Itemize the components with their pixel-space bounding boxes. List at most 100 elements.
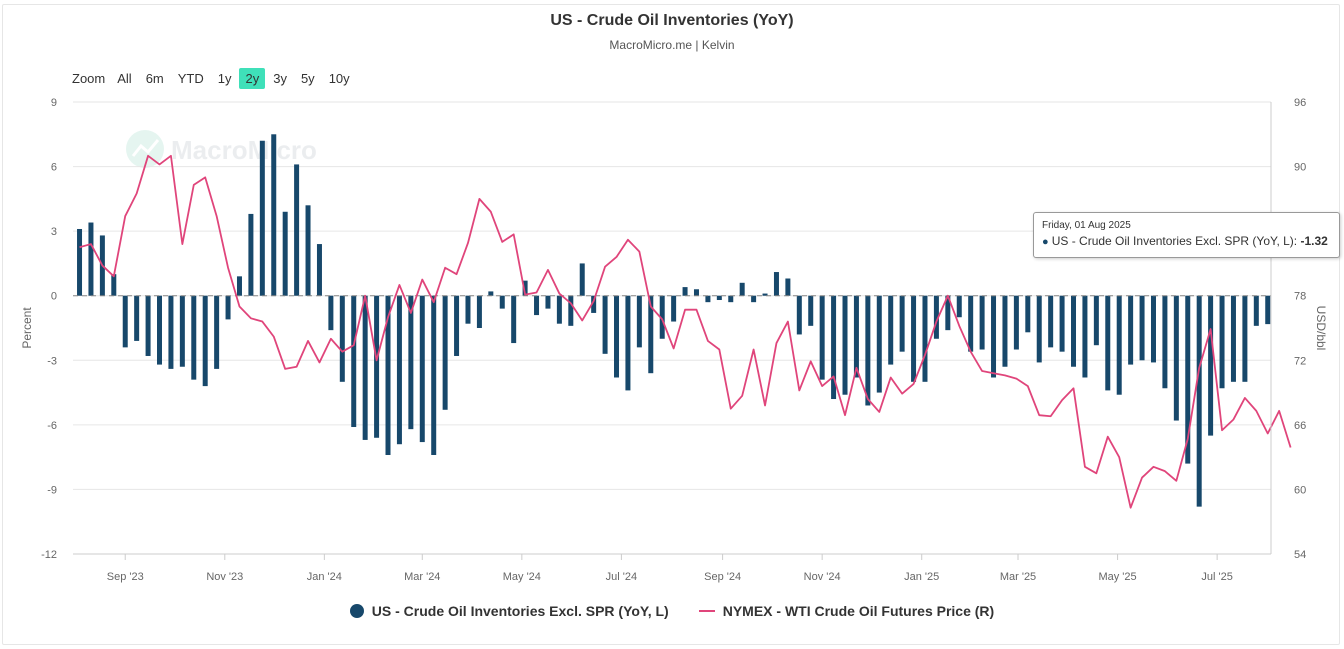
bar [785,278,791,296]
bar [979,295,985,350]
right-tick-label: 78 [1294,291,1306,303]
bar [157,295,162,365]
bar [831,295,837,400]
zoom-6m-button[interactable]: 6m [145,70,164,86]
bar [693,289,699,296]
x-tick-label: Jan '25 [904,571,939,583]
bar [671,295,677,322]
legend-line-label: NYMEX - WTI Crude Oil Futures Price (R) [722,603,995,619]
bar [442,295,448,410]
bar [1116,295,1122,395]
bar [454,295,460,356]
legend-bar-marker [349,604,364,618]
bar [1105,295,1111,391]
bar [328,295,334,331]
bar [122,295,128,348]
tooltip-row: ● US - Crude Oil Inventories Excl. SPR (… [1042,234,1331,248]
zoom-ytd-button[interactable]: YTD [177,70,204,86]
x-tick-label: Jan '24 [307,571,342,583]
zoom-5y-button[interactable]: 5y [300,70,315,86]
chart-title: US - Crude Oil Inventories (YoY) [550,12,794,29]
legend-item-wti[interactable]: NYMEX - WTI Crude Oil Futures Price (R) [698,603,995,619]
bar [179,295,185,367]
bar [876,295,882,393]
bar [1219,295,1225,389]
left-tick-label: -12 [41,549,57,561]
x-tick-label: Mar '24 [404,571,440,583]
tooltip-date: Friday, 01 Aug 2025 [1042,220,1131,231]
tooltip-value: -1.32 [1300,234,1328,248]
right-tick-label: 66 [1294,420,1306,432]
zoom-1y-button[interactable]: 1y [217,70,232,86]
bar [248,213,254,296]
bar [1173,295,1179,421]
bar [636,295,642,348]
chart-subtitle: MacroMicro.me | Kelvin [609,38,735,52]
bar [214,295,220,369]
bar [419,295,425,443]
bar [568,295,574,326]
bar [236,276,242,296]
bar [773,272,779,296]
bar [602,295,608,354]
bar [1150,295,1156,363]
bar [1230,295,1236,382]
bar [134,295,140,341]
bar [1002,295,1008,367]
bar [282,211,288,296]
bar [522,280,528,296]
bar [396,295,402,445]
zoom-2y-button[interactable]: 2y [239,67,266,89]
tooltip-series-label: US - Crude Oil Inventories Excl. SPR (Yo… [1051,234,1301,248]
bar [1025,295,1031,333]
zoom-bar: Zoom All 6m YTD 1y 2y 3y 5y 10y [66,67,358,89]
x-tick-label: May '24 [503,571,541,583]
bar [1208,295,1214,436]
zoom-label: Zoom [72,70,106,86]
wti-price-line [79,154,1292,509]
bar [762,293,768,296]
bar [716,295,722,301]
bar [1185,295,1191,464]
bar [362,295,368,440]
bar [316,244,322,296]
legend-line-marker [698,610,715,612]
bar [202,295,208,387]
bar [614,295,620,378]
right-tick-label: 96 [1294,97,1306,109]
bar [1082,295,1088,378]
bar [1071,295,1077,367]
tooltip-series-dot: ● [1042,236,1052,248]
bar [888,295,894,365]
x-tick-label: Mar '25 [1000,571,1036,583]
bar [556,295,562,324]
bar [431,295,437,455]
bar [922,295,928,382]
left-tick-label: -6 [47,420,57,432]
bar [1059,295,1065,352]
right-tick-label: 60 [1294,484,1306,496]
legend-item-inventories[interactable]: US - Crude Oil Inventories Excl. SPR (Yo… [349,603,669,619]
bar [77,228,83,296]
bar [488,291,494,296]
bar [225,295,231,320]
right-tick-label: 90 [1294,162,1306,174]
x-tick-label: Nov '24 [804,571,841,583]
zoom-all-button[interactable]: All [117,70,132,86]
left-tick-label: 3 [51,226,57,238]
bar [339,295,345,382]
right-tick-label: 72 [1294,355,1306,367]
bar [465,295,471,324]
zoom-3y-button[interactable]: 3y [273,70,287,86]
right-axis-title: USD/bbl [1314,306,1328,351]
x-tick-label: Sep '23 [107,571,144,583]
x-tick-label: Jul '25 [1201,571,1232,583]
bar [476,295,482,328]
zoom-10y-button[interactable]: 10y [328,70,350,86]
left-tick-label: 0 [51,291,57,303]
legend-bar-label: US - Crude Oil Inventories Excl. SPR (Yo… [371,603,669,619]
watermark-logo: MacroMicro [126,130,317,168]
bar [1139,295,1145,361]
bar [739,282,745,296]
